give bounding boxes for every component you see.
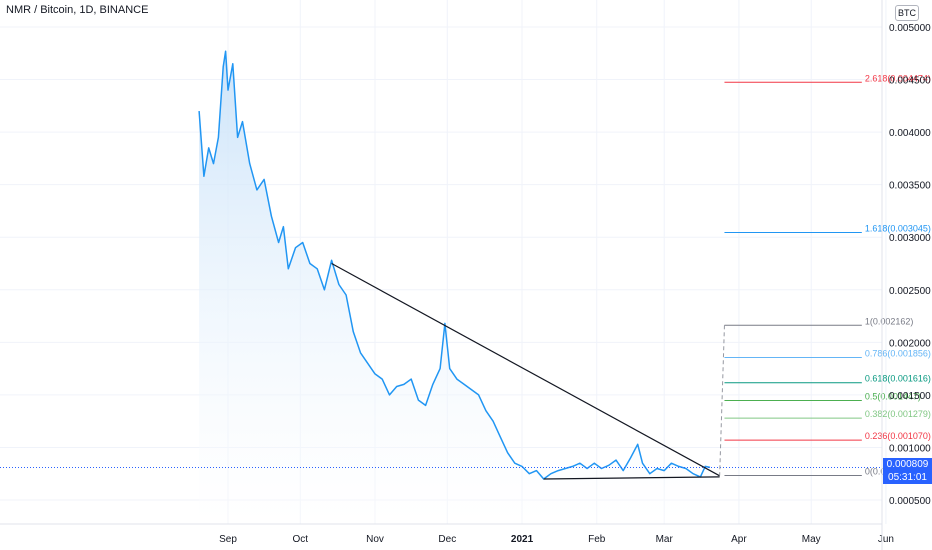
x-tick-label: Oct (293, 534, 309, 545)
trendline (543, 476, 720, 480)
y-tick-label: 0.005000 (889, 23, 931, 34)
price-series-line (198, 50, 711, 480)
last-price-tag: 0.000809 05:31:01 (883, 458, 932, 484)
y-tick-label: 0.002000 (889, 338, 931, 349)
trendline (331, 262, 720, 477)
x-tick-label: Sep (219, 534, 237, 545)
y-tick-label: 0.003000 (889, 233, 931, 244)
fib-level-label: 1(0.002162) (865, 316, 914, 326)
fib-level-label: 0.382(0.001279) (865, 409, 931, 419)
y-tick-label: 0.003500 (889, 181, 931, 192)
y-tick-label: 0.001000 (889, 443, 931, 454)
bar-countdown: 05:31:01 (888, 472, 927, 483)
x-tick-label: 2021 (511, 534, 534, 545)
currency-unit-badge[interactable]: BTC (895, 5, 919, 21)
fib-level-label: 0.236(0.001070) (865, 431, 931, 441)
fib-level-label: 1.618(0.003045) (865, 223, 931, 233)
fib-level-label: 0.5(0.001447) (865, 391, 921, 401)
last-price-value: 0.000809 (886, 459, 929, 470)
x-tick-label: Dec (438, 534, 456, 545)
y-tick-label: 0.004000 (889, 128, 931, 139)
price-area-fill (199, 51, 710, 524)
x-tick-label: Nov (366, 534, 384, 545)
x-tick-label: Apr (731, 534, 747, 545)
y-tick-label: 0.002500 (889, 286, 931, 297)
chart-title: NMR / Bitcoin, 1D, BINANCE (6, 4, 149, 16)
fib-level-label: 0.618(0.001616) (865, 374, 931, 384)
x-tick-label: Feb (588, 534, 606, 545)
x-tick-label: May (802, 534, 821, 545)
x-tick-label: Mar (656, 534, 674, 545)
fib-level-label: 0.786(0.001856) (865, 348, 931, 358)
y-tick-label: 0.001500 (889, 391, 931, 402)
x-tick-label: Jun (878, 534, 894, 545)
y-tick-label: 0.004500 (889, 76, 931, 87)
fib-level-label: 2.618(0.004474) (865, 73, 931, 83)
y-tick-label: 0.000500 (889, 496, 931, 507)
fib-anchor-line (719, 325, 725, 476)
